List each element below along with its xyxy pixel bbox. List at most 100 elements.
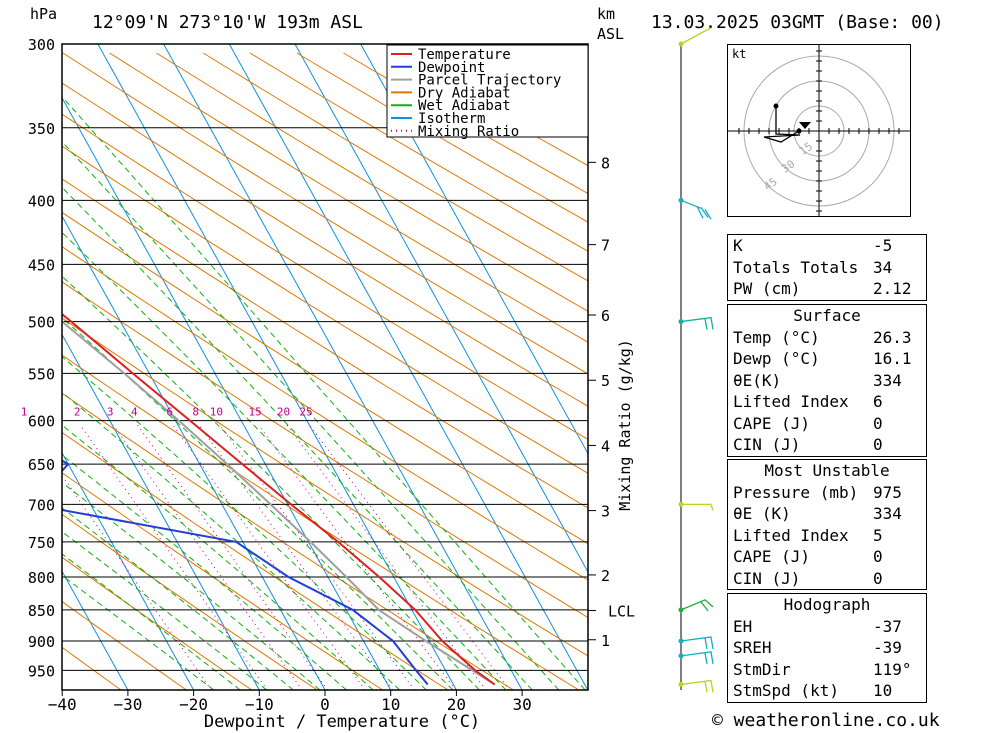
dry-adiabat-line: [62, 317, 588, 657]
hodograph-index-row: StmDir 119°: [728, 659, 926, 681]
dry-adiabat-line: [202, 52, 588, 282]
mixing-ratio-line: [258, 424, 456, 690]
dewpoint-line: [62, 459, 429, 686]
most-unstable-title: Most Unstable: [764, 461, 890, 480]
surface-index-row: CIN (J) 0: [728, 434, 926, 456]
dry-adiabat-line: [62, 513, 318, 690]
hodograph-index-value: 119°: [873, 659, 912, 679]
isotherm-line: [294, 44, 588, 574]
surface-index-row: Temp (°C) 26.3: [728, 327, 926, 349]
mixing-ratio-label: 8: [192, 406, 199, 419]
temperature-tick-label: 30: [512, 695, 531, 714]
dry-adiabat-lines: [62, 52, 588, 690]
mixing-ratio-labels: 1 2 3 4 6 8 10 15 20 25: [21, 406, 313, 419]
surface-index-row: Lifted Index 6: [728, 391, 926, 413]
mixing-ratio-label: 20: [277, 406, 290, 419]
isotherm-line: [228, 44, 588, 690]
height-tick-label: 5: [601, 372, 610, 390]
hodograph-index-row: StmSpd (kt) 10: [728, 680, 926, 702]
hodograph-unit: kt: [732, 47, 747, 61]
isotherm-line: [62, 96, 392, 690]
temperature-tick-label: −40: [48, 695, 77, 714]
x-axis-title: Dewpoint / Temperature (°C): [204, 712, 480, 732]
dry-adiabat-line: [62, 646, 122, 690]
hodograph-index-label: SREH: [733, 638, 772, 657]
mixing-ratio-label: 10: [210, 406, 223, 419]
pressure-axis: 300 350 400 450 500 550 600 650 700 750 800 850 900 9…: [28, 36, 55, 680]
hodograph-index-label: StmSpd (kt): [733, 681, 839, 700]
legend-entry: Temperature: [418, 47, 511, 63]
most-unstable-table: Most Unstable Pressure (mb) 975 θE (K) 334 L…: [727, 459, 927, 590]
height-axis: 8 7 6 5 4 3 2 LCL 1: [588, 154, 635, 650]
surface-index-value: 26.3: [873, 327, 912, 347]
height-tick-label: 1: [601, 632, 610, 650]
wet-adiabat-line: [62, 317, 454, 690]
most-unstable-index-row: Pressure (mb) 975: [728, 482, 926, 504]
surface-index-value: 0: [873, 435, 883, 454]
pressure-tick-label: 600: [28, 413, 55, 431]
isotherm-line: [360, 44, 588, 455]
mixing-ratio-line: [286, 424, 487, 690]
dry-adiabat-line: [62, 392, 514, 690]
most-unstable-index-label: Pressure (mb): [733, 482, 859, 502]
legend-entry: Parcel Trajectory: [418, 73, 561, 89]
surface-index-value: 6: [873, 392, 883, 411]
mixing-ratio-label: 1: [21, 406, 28, 419]
surface-index-label: θE(K): [733, 370, 782, 390]
dry-adiabat-line: [156, 52, 588, 312]
surface-index-label: Lifted Index: [733, 392, 849, 411]
basic-indices-table: K -5 Totals Totals 34 PW (cm) 2.12: [727, 234, 927, 301]
basic-index-value: 2.12: [873, 279, 912, 298]
basic-index-row: K -5: [728, 235, 926, 257]
most-unstable-index-row: θE (K) 334: [728, 503, 926, 525]
wind-barb: [680, 599, 714, 612]
dry-adiabat-line: [109, 52, 588, 343]
location-label: 12°09'N 273°10'W 193m ASL: [92, 12, 363, 33]
mixing-ratio-label: 3: [107, 406, 114, 419]
temperature-axis: −40 −30 −20 −10 0 10 20 30: [48, 690, 532, 714]
isotherm-line: [62, 451, 195, 690]
hodograph-index-row: EH -37: [728, 616, 926, 638]
isotherm-line: [62, 570, 129, 690]
pressure-tick-label: 550: [28, 365, 55, 383]
hodograph-index-value: 10: [873, 681, 893, 700]
wind-barb: [680, 199, 712, 220]
height-tick-label: 8: [601, 154, 610, 172]
basic-index-label: Totals Totals: [733, 257, 859, 277]
dry-adiabat-line: [62, 178, 588, 509]
pressure-tick-label: 650: [28, 456, 55, 474]
surface-index-row: CAPE (J) 0: [728, 413, 926, 435]
pressure-tick-label: 800: [28, 569, 55, 587]
dry-adiabat-line: [62, 472, 383, 690]
pressure-tick-label: 450: [28, 256, 55, 274]
legend-entry: Dewpoint: [418, 60, 485, 76]
height-tick-label: 2: [601, 567, 610, 585]
mixing-ratio-label: 15: [249, 406, 262, 419]
dry-adiabat-line: [62, 556, 253, 690]
hodograph-ring-label: 30: [779, 157, 797, 175]
temperature-tick-label: −10: [245, 695, 274, 714]
surface-index-row: θE(K) 334: [728, 370, 926, 392]
pressure-tick-label: 500: [28, 314, 55, 332]
copyright-label[interactable]: © weatheronline.co.uk: [712, 710, 940, 731]
dry-adiabat-line: [249, 52, 588, 252]
height-tick-label: 3: [601, 503, 610, 521]
pressure-tick-label: 950: [28, 662, 55, 680]
height-tick-label: 7: [601, 237, 610, 255]
lcl-label: LCL: [608, 603, 635, 621]
dry-adiabat-line: [62, 600, 187, 690]
wet-adiabat-line: [62, 481, 321, 690]
wind-barb: [680, 316, 714, 330]
most-unstable-index-label: θE (K): [733, 504, 791, 523]
hodograph-ring-label: 15: [797, 140, 815, 158]
wet-adiabat-line: [62, 186, 533, 690]
hodograph-point: [796, 128, 802, 134]
hodograph-index-value: -39: [873, 638, 902, 657]
wet-adiabat-line: [62, 231, 507, 690]
most-unstable-index-row: CAPE (J) 0: [728, 546, 926, 568]
storm-motion-marker: [799, 122, 811, 129]
temperature-tick-label: −20: [179, 695, 208, 714]
surface-index-label: Dewp (°C): [733, 349, 820, 368]
legend-entry: Wet Adiabat: [418, 98, 511, 114]
